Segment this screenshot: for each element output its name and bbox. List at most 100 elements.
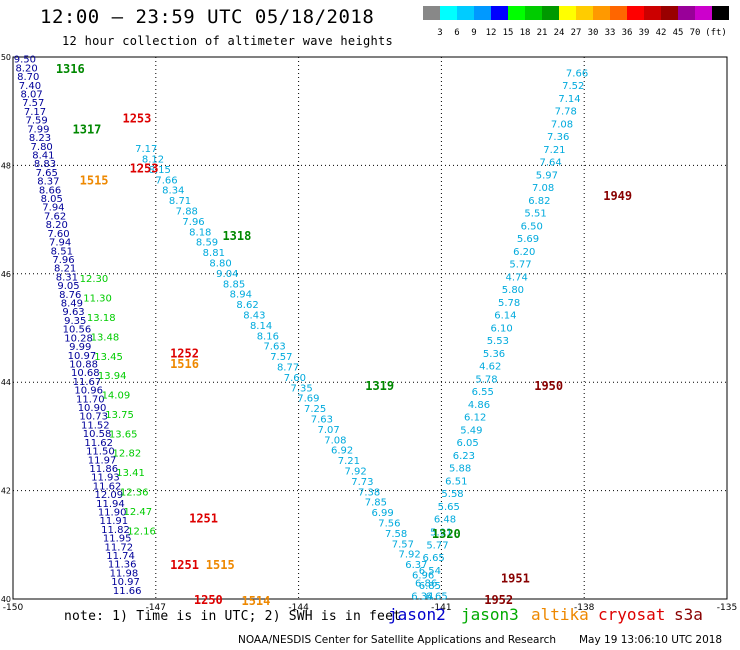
wave-height-value: 9.63: [62, 307, 84, 318]
wave-height-value: 7.08: [324, 435, 346, 446]
page-subtitle: 12 hour collection of altimeter wave hei…: [62, 34, 394, 48]
y-tick-label: 40: [1, 595, 11, 604]
colorbar-swatch: [627, 6, 644, 20]
colorbar-tick-label: 27: [570, 28, 582, 38]
wave-height-value: 7.21: [543, 145, 565, 156]
wave-height-value: 8.41: [32, 150, 54, 161]
wave-height-value: 5.49: [460, 425, 482, 436]
wave-height-value: 11.62: [93, 481, 122, 492]
wave-height-value: 7.58: [385, 529, 407, 540]
wave-height-value: 11.74: [106, 551, 135, 562]
wave-height-value: 12.82: [113, 449, 142, 460]
colorbar-labels: 3 6 9 12 15 18 21 24 27 30 33 36 39 42 45 70 (ft): [423, 28, 740, 40]
colorbar-swatch: [525, 6, 542, 20]
wave-height-value: 11.91: [99, 516, 128, 527]
x-tick-label: -141: [431, 603, 451, 613]
wave-height-value: 12.36: [120, 487, 149, 498]
wave-height-value: 7.17: [135, 144, 157, 155]
wave-height-value: 10.97: [111, 577, 140, 588]
wave-height-value: 7.07: [317, 425, 339, 436]
legend-item-altika: altika: [531, 605, 589, 624]
wave-height-value: 14.09: [102, 391, 131, 402]
wave-height-value: 7.94: [49, 238, 71, 249]
pass-time-label: 1514: [241, 594, 270, 608]
colorbar-swatch: [474, 6, 491, 20]
wave-height-value: 5.97: [536, 170, 558, 181]
wave-height-value: 8.76: [59, 290, 81, 301]
x-tick-label: -147: [146, 603, 166, 613]
wave-height-value: 8.20: [46, 220, 68, 231]
wave-height-value: 7.25: [304, 404, 326, 415]
colorbar-tick-label: 24: [553, 28, 565, 38]
wave-height-value: 6.50: [521, 221, 543, 232]
wave-height-value: 6.20: [513, 247, 535, 258]
wave-height-value: 9.99: [69, 342, 91, 353]
colorbar-swatch: [644, 6, 661, 20]
wave-height-value: 8.16: [257, 331, 279, 342]
pass-time-label: 1251: [189, 512, 218, 526]
wave-height-value: 7.63: [311, 415, 333, 426]
wave-height-value: 6.92: [331, 446, 353, 457]
wave-height-value: 8.37: [37, 177, 59, 188]
pass-time-label: 1516: [170, 357, 199, 371]
colorbar-tick-label: 3: [437, 28, 443, 38]
wave-height-value: 7.57: [392, 539, 414, 550]
wave-height-value: 10.97: [68, 351, 97, 362]
y-tick-label: 50: [1, 53, 11, 62]
colorbar-tick-label: 12: [485, 28, 497, 38]
colorbar-tick-label: 21: [536, 28, 548, 38]
colorbar-swatch: [542, 6, 559, 20]
wave-height-value: 8.85: [223, 279, 245, 290]
wave-height-value: 8.81: [203, 248, 225, 259]
legend-item-cryosat: cryosat: [598, 605, 666, 624]
wave-height-value: 5.65: [438, 502, 460, 513]
wave-height-value: 8.05: [41, 194, 63, 205]
wave-height-value: 7.88: [176, 207, 198, 218]
wave-height-value: 11.93: [91, 473, 120, 484]
wave-height-value: 7.59: [26, 116, 48, 127]
wave-height-value: 7.63: [263, 342, 285, 353]
pass-time-label: 1952: [484, 593, 513, 607]
wave-height-value: 8.70: [17, 72, 39, 83]
colorbar-swatch: [695, 6, 712, 20]
pass-time-label: 1316: [56, 62, 85, 76]
wave-height-value: 9.35: [64, 316, 86, 327]
wave-height-value: 11.72: [105, 542, 134, 553]
y-tick-label: 48: [1, 161, 11, 170]
wave-height-value: 11.30: [83, 294, 112, 305]
wave-height-value: 11.86: [89, 464, 118, 475]
pass-time-label: 1320: [432, 527, 461, 541]
x-tick-label: -144: [288, 603, 309, 613]
colorbar-swatch: [610, 6, 627, 20]
legend-item-s3a: s3a: [674, 605, 703, 624]
wave-height-value: 6.34: [411, 591, 433, 602]
wave-height-value: 11.98: [110, 568, 139, 579]
wave-height-value: 11.66: [113, 586, 142, 597]
wave-height-value: 5.78: [498, 298, 520, 309]
wave-height-value: 7.21: [338, 456, 360, 467]
colorbar-swatch: [712, 6, 729, 20]
wave-height-value: 7.80: [31, 142, 53, 153]
plot-frame: [12, 56, 728, 600]
wave-height-value: 8.15: [149, 165, 171, 176]
wave-height-value: 7.96: [182, 217, 204, 228]
wave-height-value: 13.45: [94, 352, 123, 363]
wave-height-value: 8.59: [196, 238, 218, 249]
wave-height-value: 5.36: [483, 349, 505, 360]
wave-height-value: 7.92: [344, 467, 366, 478]
wave-height-value: 7.92: [398, 550, 420, 561]
colorbar-tick-label: 9: [471, 28, 477, 38]
wave-height-value: 13.41: [116, 468, 145, 479]
wave-height-value: 5.69: [517, 234, 539, 245]
wave-height-value: 7.57: [270, 352, 292, 363]
wave-height-value: 11.97: [88, 455, 117, 466]
page-title: 12:00 – 23:59 UTC 05/18/2018: [40, 6, 375, 28]
pass-time-label: 1515: [80, 173, 109, 187]
x-tick-label: -150: [3, 603, 24, 613]
wave-height-value: 4.86: [468, 400, 490, 411]
wave-height-value: 6.51: [445, 476, 467, 487]
colorbar-swatch: [576, 6, 593, 20]
colorbar-tick-label: 30: [587, 28, 599, 38]
wave-height-value: 9.50: [14, 55, 36, 66]
